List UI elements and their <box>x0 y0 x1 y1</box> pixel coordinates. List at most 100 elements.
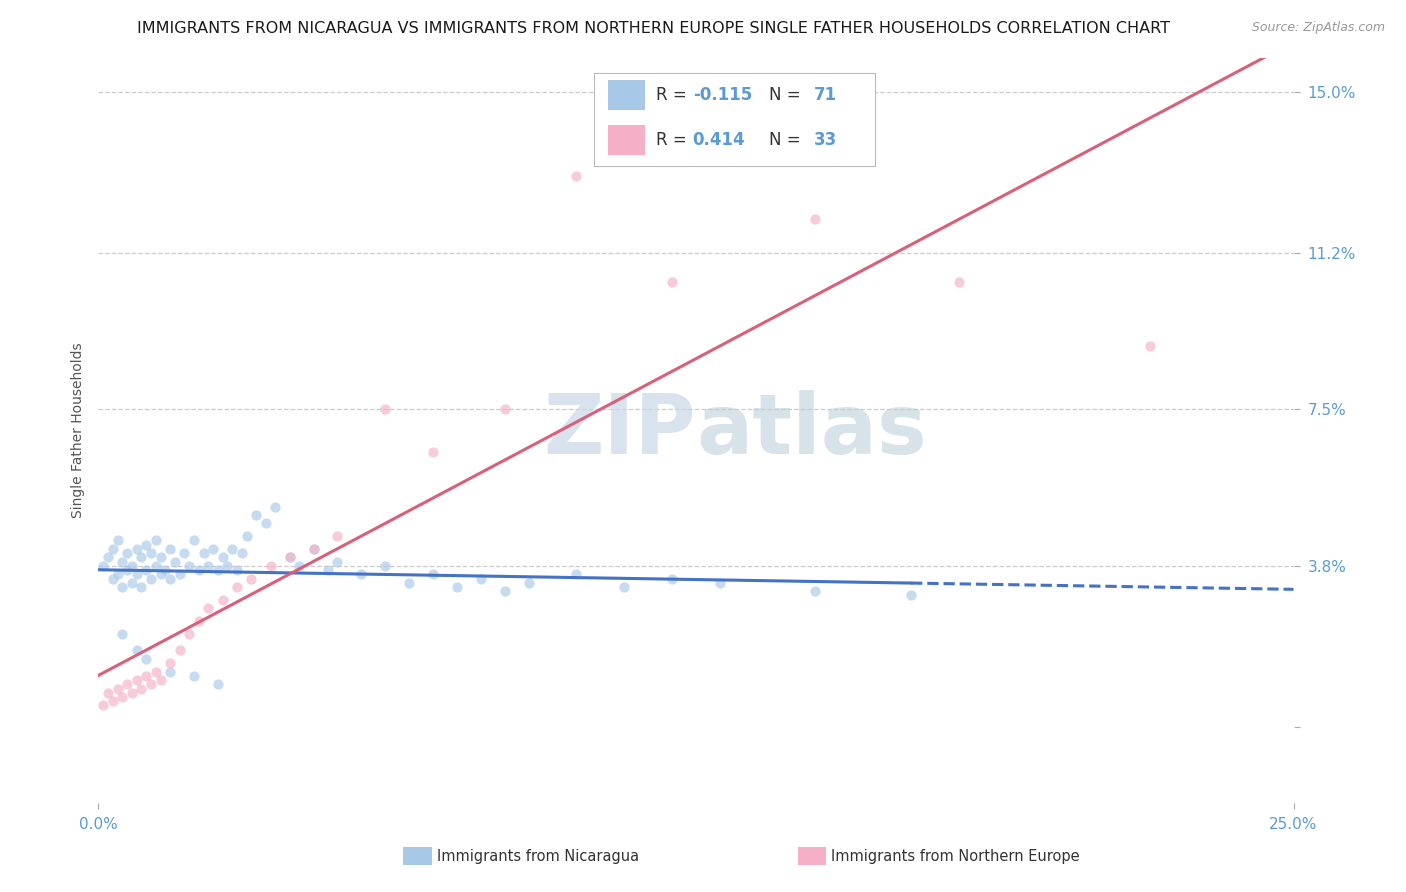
Point <box>145 533 167 548</box>
Point <box>149 567 172 582</box>
Point <box>231 546 253 560</box>
Point <box>217 558 239 573</box>
Point <box>193 546 215 560</box>
Point <box>135 669 157 683</box>
Point <box>169 567 191 582</box>
Point <box>211 550 233 565</box>
Point <box>91 698 114 713</box>
Point <box>121 686 143 700</box>
Text: atlas: atlas <box>696 390 927 471</box>
Point <box>173 546 195 560</box>
Y-axis label: Single Father Households: Single Father Households <box>70 343 84 518</box>
Point <box>101 541 124 556</box>
Point <box>159 572 181 586</box>
Point <box>240 572 263 586</box>
Point <box>1139 339 1161 353</box>
Point <box>709 575 731 590</box>
Point <box>517 575 540 590</box>
Point <box>107 681 129 696</box>
Point <box>155 563 177 577</box>
Point <box>226 563 249 577</box>
Point <box>97 686 120 700</box>
Point <box>422 567 444 582</box>
Point <box>159 656 181 670</box>
Point <box>183 533 205 548</box>
Point <box>302 541 325 556</box>
Point <box>111 690 134 704</box>
Point <box>169 643 191 657</box>
Point <box>661 572 683 586</box>
Bar <box>797 847 827 865</box>
Point <box>374 558 396 573</box>
Point <box>183 669 205 683</box>
Point <box>202 541 225 556</box>
Point <box>264 500 287 514</box>
Point <box>302 541 325 556</box>
Point <box>115 677 138 691</box>
Point <box>111 580 134 594</box>
Point <box>135 563 157 577</box>
Point <box>374 402 396 417</box>
Point <box>565 169 588 184</box>
Point <box>804 211 827 226</box>
Point <box>494 402 516 417</box>
Point <box>661 275 683 289</box>
Point <box>350 567 373 582</box>
Point <box>446 580 468 594</box>
Point <box>187 563 209 577</box>
Point <box>101 572 124 586</box>
Text: ZIP: ZIP <box>544 390 696 471</box>
Point <box>159 665 181 679</box>
Point <box>259 558 281 573</box>
Point <box>121 558 143 573</box>
Point <box>187 614 209 628</box>
Point <box>179 626 201 640</box>
Point <box>398 575 420 590</box>
Point <box>948 275 970 289</box>
Point <box>316 563 339 577</box>
Point <box>125 643 148 657</box>
Text: Immigrants from Nicaragua: Immigrants from Nicaragua <box>437 849 638 864</box>
Point <box>131 580 153 594</box>
Point <box>111 555 134 569</box>
Point <box>135 538 157 552</box>
Point <box>278 550 301 565</box>
Point <box>125 541 148 556</box>
Bar <box>404 847 432 865</box>
Point <box>494 584 516 599</box>
Text: Immigrants from Northern Europe: Immigrants from Northern Europe <box>831 849 1080 864</box>
Point <box>135 652 157 666</box>
Point <box>900 589 922 603</box>
Point <box>326 555 349 569</box>
Point <box>125 567 148 582</box>
Point <box>91 558 114 573</box>
Point <box>115 546 138 560</box>
Text: Source: ZipAtlas.com: Source: ZipAtlas.com <box>1251 21 1385 34</box>
Point <box>804 584 827 599</box>
Point <box>422 444 444 458</box>
Text: IMMIGRANTS FROM NICARAGUA VS IMMIGRANTS FROM NORTHERN EUROPE SINGLE FATHER HOUSE: IMMIGRANTS FROM NICARAGUA VS IMMIGRANTS … <box>138 21 1170 36</box>
Point <box>254 516 277 531</box>
Point <box>245 508 267 522</box>
Point <box>221 541 243 556</box>
Point <box>163 555 186 569</box>
Point <box>288 558 311 573</box>
Point <box>226 580 249 594</box>
Point <box>107 533 129 548</box>
Point <box>111 626 134 640</box>
Point <box>107 567 129 582</box>
Point <box>326 529 349 543</box>
Point <box>207 563 229 577</box>
Point <box>139 572 162 586</box>
Point <box>235 529 257 543</box>
Point <box>613 580 636 594</box>
Point <box>149 673 172 687</box>
Point <box>470 572 492 586</box>
Point <box>139 546 162 560</box>
Point <box>565 567 588 582</box>
Point <box>179 558 201 573</box>
Point <box>131 550 153 565</box>
Point <box>97 550 120 565</box>
Point <box>278 550 301 565</box>
Point <box>115 563 138 577</box>
